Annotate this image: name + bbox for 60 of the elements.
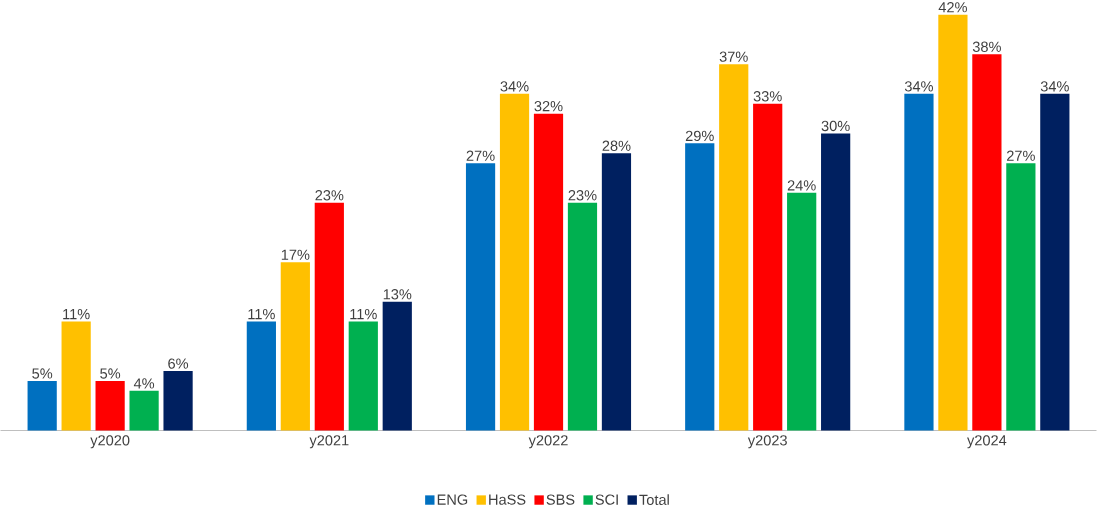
bar (1040, 93, 1070, 431)
data-label: 38% (972, 41, 1001, 52)
bar (787, 192, 817, 431)
bar (821, 133, 851, 431)
data-label: 34% (500, 81, 529, 92)
data-label: 33% (753, 91, 782, 102)
data-label: 37% (719, 51, 748, 62)
bar (27, 380, 57, 431)
data-label: 27% (1007, 150, 1035, 161)
data-label: 34% (1040, 81, 1069, 92)
bar (465, 163, 496, 431)
data-label: 42% (938, 2, 967, 13)
data-label: 28% (602, 140, 631, 151)
data-label: 23% (568, 190, 597, 201)
bar (61, 321, 91, 431)
bar (1006, 163, 1036, 431)
data-label: 6% (168, 358, 189, 369)
bar (129, 390, 159, 431)
data-label: 23% (315, 190, 344, 201)
x-tick-label: y2022 (528, 435, 568, 449)
x-tick-label: y2024 (967, 435, 1007, 449)
data-label: 5% (32, 368, 53, 379)
bar (348, 321, 378, 431)
legend-label: Total (639, 494, 669, 505)
data-label: 27% (466, 150, 495, 161)
legend-label: SCI (595, 494, 618, 505)
data-label: 13% (383, 289, 412, 300)
data-label: 24% (787, 180, 816, 191)
legend-label: HaSS (489, 494, 526, 505)
legend-label: ENG (437, 494, 468, 505)
x-tick-label: y2021 (309, 435, 349, 449)
bar (904, 93, 934, 431)
bar (95, 380, 125, 431)
bar (499, 93, 530, 431)
bar (382, 301, 412, 431)
bar (163, 371, 193, 431)
legend-label: SBS (546, 494, 575, 505)
data-label: 32% (534, 100, 563, 112)
x-tick-label: y2023 (747, 435, 787, 449)
bar (753, 103, 783, 431)
data-label: 30% (821, 120, 850, 132)
bar (601, 153, 632, 431)
bar (719, 64, 749, 431)
bar (685, 143, 715, 431)
bar (938, 14, 968, 431)
data-label: 11% (350, 309, 377, 320)
bar (533, 113, 564, 431)
data-label: 29% (685, 130, 714, 142)
bar (567, 202, 598, 431)
data-label: 17% (281, 249, 310, 260)
data-label: 34% (904, 81, 934, 92)
data-label: 11% (248, 309, 275, 320)
data-label: 4% (133, 378, 155, 389)
data-label: 5% (100, 368, 121, 379)
bar (280, 262, 310, 431)
bar (314, 202, 344, 431)
bar (246, 321, 276, 431)
x-tick-label: y2020 (90, 435, 130, 449)
bar (972, 54, 1002, 431)
data-label: 11% (63, 309, 90, 320)
